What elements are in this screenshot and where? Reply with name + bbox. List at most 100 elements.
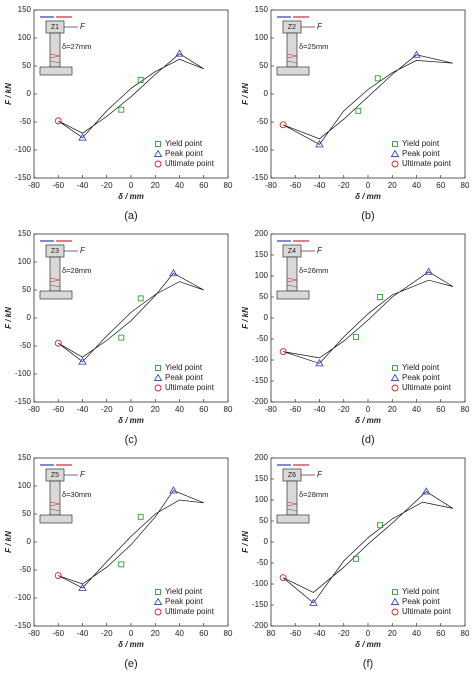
data-point [54, 117, 62, 125]
x-tick-label: -20 [338, 405, 350, 414]
displacement-annotation: δ=26mm [299, 266, 328, 275]
y-tick-label: 50 [259, 292, 268, 301]
y-tick-label: -150 [252, 173, 269, 182]
y-tick-label: 0 [27, 313, 32, 322]
x-tick-label: -80 [28, 405, 40, 414]
legend-marker [392, 589, 398, 595]
y-tick-label: -100 [15, 593, 32, 602]
y-tick-label: 100 [255, 271, 269, 280]
y-tick-label: -150 [15, 397, 32, 406]
y-tick-label: 100 [255, 495, 269, 504]
crack-marks [286, 277, 298, 288]
y-tick-label: 0 [264, 89, 269, 98]
x-tick-label: -60 [289, 405, 301, 414]
hysteresis-curve [282, 54, 453, 145]
legend-marker [155, 365, 161, 371]
x-tick-label: 60 [199, 405, 208, 414]
specimen-label: Z6 [288, 472, 296, 479]
x-tick-label: 80 [461, 405, 470, 414]
x-tick-label: 80 [224, 405, 233, 414]
specimen-label: Z5 [51, 472, 59, 479]
hysteresis-curve [282, 271, 454, 364]
x-tick-label: -20 [101, 405, 113, 414]
y-tick-label: 150 [18, 453, 32, 462]
y-tick-label: 50 [22, 285, 31, 294]
caption: (f) [363, 658, 373, 670]
data-point [377, 294, 384, 300]
x-axis-title: δ / mm [118, 416, 144, 425]
legend-label: Yield point [165, 363, 203, 372]
y-tick-label: -150 [252, 600, 269, 609]
x-tick-label: 20 [151, 405, 160, 414]
hysteresis-curve [58, 272, 204, 363]
x-tick-label: 20 [388, 629, 397, 638]
crack-marks [286, 501, 298, 512]
data-point [137, 295, 144, 302]
caption: (d) [361, 434, 374, 446]
data-point [118, 561, 125, 568]
y-axis-title: F / kN [241, 531, 250, 553]
x-tick-label: -40 [314, 405, 326, 414]
crack-marks [49, 501, 61, 512]
y-tick-label: 100 [18, 33, 32, 42]
x-tick-label: 60 [436, 629, 445, 638]
displacement-annotation: δ=28mm [62, 266, 91, 275]
specimen-base [39, 290, 73, 300]
y-tick-label: 100 [18, 481, 32, 490]
data-point [279, 348, 287, 356]
legend-marker [391, 160, 399, 168]
data-point [54, 339, 62, 347]
y-axis-title: F / kN [241, 83, 250, 105]
y-tick-label: -50 [19, 341, 31, 350]
legend-label: Peak point [165, 597, 204, 606]
x-tick-label: 40 [412, 181, 421, 190]
data-point [137, 513, 144, 520]
x-tick-label: 20 [388, 405, 397, 414]
data-point [421, 487, 431, 495]
specimen-label: Z4 [288, 248, 296, 255]
legend-label: Yield point [165, 587, 203, 596]
data-point [352, 555, 359, 562]
force-label: F [80, 470, 86, 479]
y-tick-label: -200 [252, 397, 269, 406]
y-tick-label: 50 [22, 61, 31, 70]
x-tick-label: -60 [52, 181, 64, 190]
y-tick-label: -100 [252, 145, 269, 154]
y-tick-label: 150 [255, 5, 269, 14]
y-tick-label: -100 [15, 145, 32, 154]
force-label: F [317, 22, 323, 31]
specimen-label: Z3 [51, 248, 59, 255]
legend-label: Ultimate point [402, 159, 452, 168]
y-tick-label: 150 [255, 474, 269, 483]
legend-label: Yield point [402, 363, 440, 372]
x-tick-label: 80 [224, 629, 233, 638]
x-tick-label: -60 [289, 629, 301, 638]
x-tick-label: -60 [52, 629, 64, 638]
force-label: F [80, 246, 86, 255]
x-tick-label: 20 [151, 181, 160, 190]
y-tick-label: 50 [22, 509, 31, 518]
data-point [355, 107, 362, 114]
specimen-base [39, 514, 73, 524]
legend-marker [391, 608, 399, 616]
x-tick-label: 60 [436, 405, 445, 414]
legend-marker [390, 149, 400, 157]
force-label: F [317, 246, 323, 255]
force-label: F [317, 470, 323, 479]
x-tick-label: 40 [175, 405, 184, 414]
x-tick-label: -40 [314, 181, 326, 190]
x-tick-label: 60 [199, 181, 208, 190]
y-tick-label: -50 [256, 558, 268, 567]
legend-marker [154, 160, 162, 168]
data-point [137, 77, 144, 83]
data-point [169, 486, 178, 494]
x-tick-label: 0 [129, 629, 134, 638]
y-tick-label: 150 [18, 229, 32, 238]
x-tick-label: -60 [52, 405, 64, 414]
y-tick-label: 150 [18, 5, 32, 14]
y-tick-label: 0 [264, 537, 269, 546]
x-tick-label: 20 [388, 181, 397, 190]
data-point [309, 598, 318, 606]
crack-marks [49, 53, 61, 64]
